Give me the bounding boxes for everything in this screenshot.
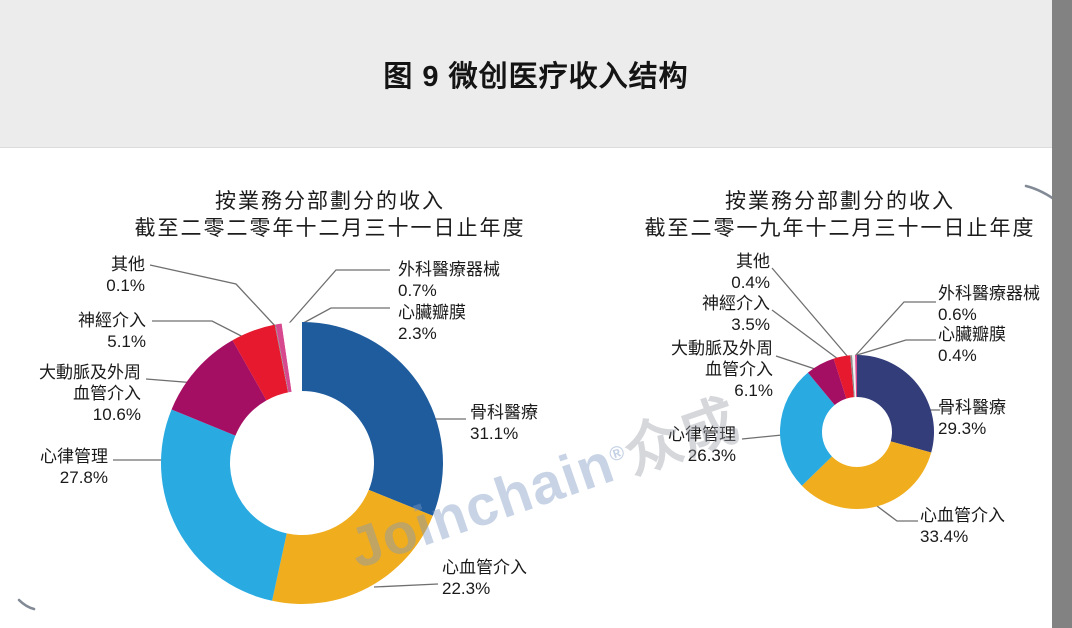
label-surgical-2020-pct: 0.7% bbox=[398, 281, 437, 300]
leader-line-surgical-2020 bbox=[284, 269, 390, 329]
label-aortic-2020-name2: 血管介入 bbox=[73, 384, 141, 403]
figure-title: 图 9 微创医疗收入结构 bbox=[383, 60, 689, 93]
label-cardio-2020-name: 心血管介入 bbox=[442, 558, 527, 577]
label-osteo-2019: 骨科醫療 29.3% bbox=[938, 397, 1058, 439]
leader-line-valve-2019 bbox=[856, 339, 936, 356]
donut-segment-心血管介入 bbox=[272, 489, 433, 604]
donut-segment-心臟瓣膜 bbox=[855, 354, 857, 398]
label-neuro-2020: 神經介入 5.1% bbox=[28, 310, 146, 352]
leader-line-valve-2020 bbox=[295, 307, 390, 328]
label-valve-2020: 心臟瓣膜 2.3% bbox=[398, 302, 518, 344]
label-valve-2019-name: 心臟瓣膜 bbox=[938, 325, 1006, 344]
donut-segment-大動脈及外周血管介入 bbox=[171, 340, 267, 436]
chart-title-line1-2020: 按業務分部劃分的收入 bbox=[215, 190, 445, 213]
label-cardio-2019-name: 心血管介入 bbox=[920, 506, 1005, 525]
label-aortic-2019: 大動脈及外周 血管介入 6.1% bbox=[648, 338, 773, 401]
donut-segment-神經介入 bbox=[833, 355, 854, 399]
label-crm-2020-pct: 27.8% bbox=[59, 468, 108, 487]
label-other-2020: 其他 0.1% bbox=[40, 254, 145, 296]
scan-artifact-swoosh-bottom-left bbox=[17, 598, 36, 611]
chart-title-line1-2019: 按業務分部劃分的收入 bbox=[725, 190, 955, 213]
label-aortic-2019-name1: 大動脈及外周 bbox=[671, 339, 773, 358]
label-crm-2019-pct: 26.3% bbox=[687, 446, 736, 465]
label-other-2020-pct: 0.1% bbox=[106, 276, 145, 295]
label-valve-2020-pct: 2.3% bbox=[398, 324, 437, 343]
leader-line-cardio-2020 bbox=[373, 583, 439, 588]
chart-title-2020: 按業務分部劃分的收入 截至二零二零年十二月三十一日止年度 bbox=[90, 188, 570, 242]
label-other-2019: 其他 0.4% bbox=[680, 251, 770, 293]
label-osteo-2019-pct: 29.3% bbox=[938, 419, 987, 438]
label-cardio-2019-pct: 33.4% bbox=[920, 527, 969, 546]
donut-chart-2020 bbox=[160, 322, 444, 604]
leader-line-surgical-2019 bbox=[854, 301, 936, 357]
donut-segment-心血管介入 bbox=[801, 441, 932, 510]
chart-title-2019: 按業務分部劃分的收入 截至二零一九年十二月三十一日止年度 bbox=[600, 188, 1072, 242]
donut-segment-神經介入 bbox=[232, 324, 289, 401]
label-neuro-2019-name: 神經介入 bbox=[702, 294, 770, 313]
label-osteo-2020: 骨科醫療 31.1% bbox=[470, 402, 590, 444]
label-neuro-2019-pct: 3.5% bbox=[731, 315, 770, 334]
label-valve-2019: 心臟瓣膜 0.4% bbox=[938, 324, 1058, 366]
label-neuro-2020-pct: 5.1% bbox=[107, 332, 146, 351]
label-cardio-2020-pct: 22.3% bbox=[442, 579, 491, 598]
label-osteo-2019-name: 骨科醫療 bbox=[938, 398, 1006, 417]
donut-segment-骨科醫療 bbox=[857, 355, 935, 453]
label-other-2020-name: 其他 bbox=[111, 255, 145, 274]
chart-title-line2-2020: 截至二零二零年十二月三十一日止年度 bbox=[134, 217, 526, 240]
label-surgical-2019-name: 外科醫療器械 bbox=[938, 284, 1040, 303]
label-crm-2020: 心律管理 27.8% bbox=[20, 446, 108, 488]
leader-line-cardio-2019 bbox=[876, 505, 918, 522]
leader-line-other-2020 bbox=[149, 264, 277, 328]
donut-segment-其他 bbox=[850, 355, 855, 398]
label-aortic-2020-name1: 大動脈及外周 bbox=[39, 363, 141, 382]
donut-segment-心臟瓣膜 bbox=[281, 322, 302, 392]
right-gray-strip bbox=[1052, 0, 1072, 628]
leader-line-neuro-2020 bbox=[152, 320, 256, 344]
label-other-2019-pct: 0.4% bbox=[731, 273, 770, 292]
label-surgical-2020-name: 外科醫療器械 bbox=[398, 260, 500, 279]
donut-chart-2019 bbox=[779, 354, 935, 510]
label-osteo-2020-pct: 31.1% bbox=[470, 424, 519, 443]
label-valve-2019-pct: 0.4% bbox=[938, 346, 977, 365]
label-osteo-2020-name: 骨科醫療 bbox=[470, 403, 538, 422]
donut-segment-骨科醫療 bbox=[302, 322, 444, 516]
donut-segment-其他 bbox=[274, 324, 289, 393]
leader-line-other-2019 bbox=[771, 267, 849, 358]
label-aortic-2020-pct: 10.6% bbox=[92, 405, 141, 424]
leader-line-aortic-2019 bbox=[775, 355, 819, 371]
donut-segment-外科醫療器械 bbox=[275, 323, 292, 393]
label-crm-2019-name: 心律管理 bbox=[668, 425, 736, 444]
figure-title-banner: 图 9 微创医疗收入结构 bbox=[0, 0, 1072, 148]
label-surgical-2019: 外科醫療器械 0.6% bbox=[938, 283, 1072, 325]
label-aortic-2019-name2: 血管介入 bbox=[705, 360, 773, 379]
leader-line-neuro-2019 bbox=[771, 309, 839, 360]
label-neuro-2019: 神經介入 3.5% bbox=[650, 293, 770, 335]
donut-segment-心律管理 bbox=[160, 409, 287, 601]
label-cardio-2020: 心血管介入 22.3% bbox=[442, 557, 572, 599]
label-surgical-2020: 外科醫療器械 0.7% bbox=[398, 259, 538, 301]
label-crm-2019: 心律管理 26.3% bbox=[648, 424, 736, 466]
label-cardio-2019: 心血管介入 33.4% bbox=[920, 505, 1050, 547]
chart-title-line2-2019: 截至二零一九年十二月三十一日止年度 bbox=[644, 217, 1036, 240]
label-crm-2020-name: 心律管理 bbox=[40, 447, 108, 466]
label-aortic-2020: 大動脈及外周 血管介入 10.6% bbox=[22, 362, 141, 425]
label-aortic-2019-pct: 6.1% bbox=[734, 381, 773, 400]
donut-segment-心律管理 bbox=[779, 372, 835, 486]
donut-segment-大動脈及外周血管介入 bbox=[807, 358, 847, 406]
label-other-2019-name: 其他 bbox=[736, 252, 770, 271]
label-neuro-2020-name: 神經介入 bbox=[78, 311, 146, 330]
label-valve-2020-name: 心臟瓣膜 bbox=[398, 303, 466, 322]
label-surgical-2019-pct: 0.6% bbox=[938, 305, 977, 324]
donut-segment-外科醫療器械 bbox=[852, 355, 857, 398]
